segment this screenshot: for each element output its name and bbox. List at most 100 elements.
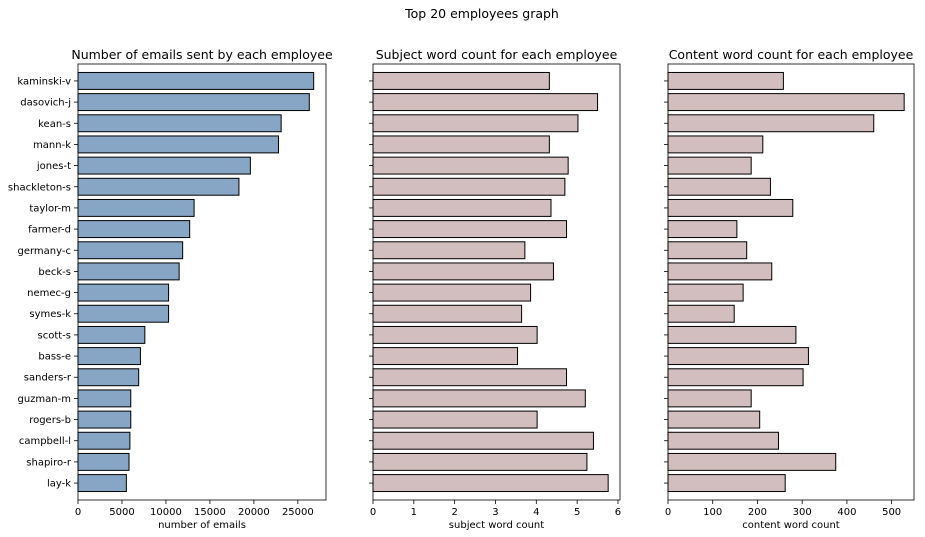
- bar-campbell-l: [77, 431, 131, 450]
- y-tick-label: scott-s: [38, 330, 72, 341]
- bar-nemec-g: [667, 283, 744, 302]
- bar-kaminski-v: [667, 71, 784, 90]
- y-tick-label: mann-k: [33, 140, 71, 151]
- panel-title: Number of emails sent by each employee: [71, 47, 333, 62]
- x-tick-label: 300: [793, 507, 812, 518]
- y-tick-label: beck-s: [38, 267, 71, 278]
- axes-frame: [667, 63, 915, 501]
- bar-scott-s: [667, 325, 797, 344]
- bar-nemec-g: [77, 283, 170, 302]
- panel-title: Subject word count for each employee: [376, 47, 618, 62]
- figure-title: Top 20 employees graph: [404, 6, 559, 21]
- y-tick-label: kaminski-v: [17, 76, 71, 87]
- x-tick-label: 5000: [109, 507, 134, 518]
- bar-farmer-d: [77, 220, 191, 239]
- bar-germany-c: [372, 241, 526, 260]
- bar-nemec-g: [372, 283, 532, 302]
- bar-shapiro-r: [77, 452, 130, 471]
- bar-dasovich-j: [372, 93, 599, 112]
- bar-jones-t: [667, 156, 752, 175]
- x-axis-label: content word count: [742, 520, 840, 531]
- bar-taylor-m: [667, 198, 794, 217]
- y-tick-label: guzman-m: [18, 394, 72, 405]
- bar-lay-k: [372, 474, 609, 493]
- bar-beck-s: [372, 262, 554, 281]
- bar-guzman-m: [372, 389, 586, 408]
- x-tick-label: 3: [492, 507, 498, 518]
- x-tick-label: 1: [411, 507, 417, 518]
- x-tick-label: 200: [748, 507, 767, 518]
- x-tick-label: 100: [703, 507, 722, 518]
- axes-frame: [372, 63, 621, 501]
- bar-mann-k: [667, 135, 764, 154]
- bar-shackleton-s: [77, 177, 240, 196]
- x-tick-label: 5: [574, 507, 580, 518]
- x-tick-label: 15000: [194, 507, 226, 518]
- bar-rogers-b: [667, 410, 761, 429]
- x-tick-label: 500: [882, 507, 901, 518]
- y-tick-label: farmer-d: [28, 225, 71, 236]
- bar-mann-k: [372, 135, 550, 154]
- axes-frame: [77, 63, 327, 501]
- bar-guzman-m: [77, 389, 132, 408]
- bar-bass-e: [372, 347, 519, 366]
- y-tick-label: shackleton-s: [8, 182, 71, 193]
- bar-shackleton-s: [667, 177, 771, 196]
- bar-campbell-l: [667, 431, 779, 450]
- bar-kean-s: [667, 114, 875, 133]
- bar-kaminski-v: [372, 71, 550, 90]
- bar-beck-s: [667, 262, 773, 281]
- y-tick-label: nemec-g: [27, 288, 71, 299]
- bar-symes-k: [667, 304, 735, 323]
- y-tick-label: dasovich-j: [20, 98, 71, 109]
- x-tick-label: 2: [451, 507, 457, 518]
- bar-rogers-b: [372, 410, 538, 429]
- x-tick-label: 0: [75, 507, 81, 518]
- bar-campbell-l: [372, 431, 594, 450]
- x-tick-label: 10000: [150, 507, 182, 518]
- x-tick-label: 6: [615, 507, 621, 518]
- bar-germany-c: [667, 241, 748, 260]
- x-tick-label: 0: [665, 507, 671, 518]
- y-tick-label: rogers-b: [29, 415, 71, 426]
- x-tick-label: 20000: [238, 507, 270, 518]
- bar-scott-s: [77, 325, 146, 344]
- y-tick-label: germany-c: [18, 246, 72, 257]
- y-tick-label: symes-k: [29, 309, 71, 320]
- x-axis-label: number of emails: [158, 520, 246, 531]
- bar-beck-s: [77, 262, 180, 281]
- bar-symes-k: [77, 304, 170, 323]
- bar-jones-t: [77, 156, 251, 175]
- x-tick-label: 25000: [282, 507, 314, 518]
- bar-bass-e: [667, 347, 809, 366]
- bar-kean-s: [372, 114, 579, 133]
- bar-scott-s: [372, 325, 538, 344]
- y-tick-label: sanders-r: [24, 373, 72, 384]
- bar-lay-k: [667, 474, 786, 493]
- bar-germany-c: [77, 241, 184, 260]
- x-tick-label: 400: [837, 507, 856, 518]
- bar-dasovich-j: [77, 93, 310, 112]
- x-axis-label: subject word count: [449, 520, 544, 531]
- x-tick-label: 0: [370, 507, 376, 518]
- y-tick-label: lay-k: [47, 479, 71, 490]
- bar-farmer-d: [667, 220, 738, 239]
- x-tick-label: 4: [533, 507, 539, 518]
- bar-jones-t: [372, 156, 569, 175]
- bar-guzman-m: [667, 389, 752, 408]
- y-tick-label: bass-e: [38, 352, 71, 363]
- y-tick-label: kean-s: [38, 119, 71, 130]
- bar-dasovich-j: [667, 93, 905, 112]
- bar-kean-s: [77, 114, 282, 133]
- bar-symes-k: [372, 304, 523, 323]
- bar-lay-k: [77, 474, 127, 493]
- bar-sanders-r: [372, 368, 568, 387]
- bar-kaminski-v: [77, 71, 315, 90]
- y-tick-label: campbell-l: [19, 436, 71, 447]
- bar-shackleton-s: [372, 177, 566, 196]
- panel-title: Content word count for each employee: [669, 47, 914, 62]
- bar-shapiro-r: [372, 452, 588, 471]
- bar-taylor-m: [372, 198, 552, 217]
- y-tick-label: jones-t: [36, 161, 71, 172]
